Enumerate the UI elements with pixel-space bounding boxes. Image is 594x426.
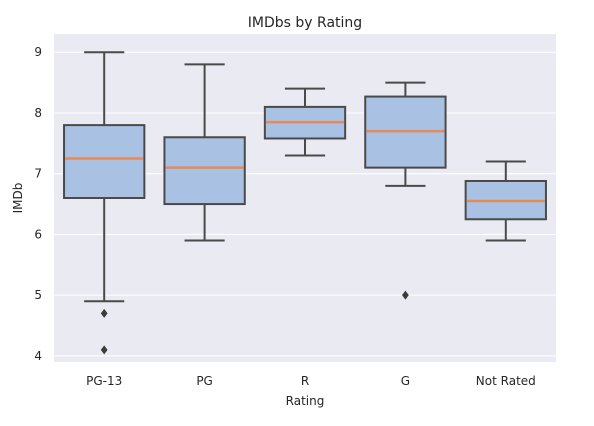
x-tick-label: G (401, 374, 410, 388)
outlier-point (402, 290, 409, 300)
y-tick-label: 4 (34, 349, 42, 363)
box-iqr (163, 136, 246, 206)
box-g (364, 81, 447, 300)
box-series (63, 51, 547, 355)
y-axis-ticks: 4 5 6 7 8 9 (34, 45, 42, 363)
y-tick-label: 9 (34, 45, 42, 59)
x-tick-label: Not Rated (476, 374, 536, 388)
x-tick-label: PG-13 (86, 374, 122, 388)
y-tick-label: 6 (34, 227, 42, 241)
x-axis-label: Rating (286, 394, 325, 408)
box-iqr (63, 124, 146, 199)
x-axis-ticks: PG-13 PG R G Not Rated (86, 374, 536, 388)
box-pg-13 (63, 51, 146, 355)
outlier-point (100, 345, 108, 355)
y-axis-label: IMDb (11, 183, 25, 214)
chart-title: IMDbs by Rating (248, 15, 362, 31)
y-tick-label: 8 (34, 106, 42, 120)
y-tick-label: 5 (34, 288, 42, 302)
x-tick-label: PG (196, 374, 213, 388)
outlier-point (100, 308, 108, 318)
y-tick-label: 7 (34, 167, 42, 181)
box-not-rated (464, 160, 547, 242)
x-tick-label: R (301, 374, 309, 388)
box-r (263, 87, 347, 157)
box-pg (163, 63, 246, 242)
